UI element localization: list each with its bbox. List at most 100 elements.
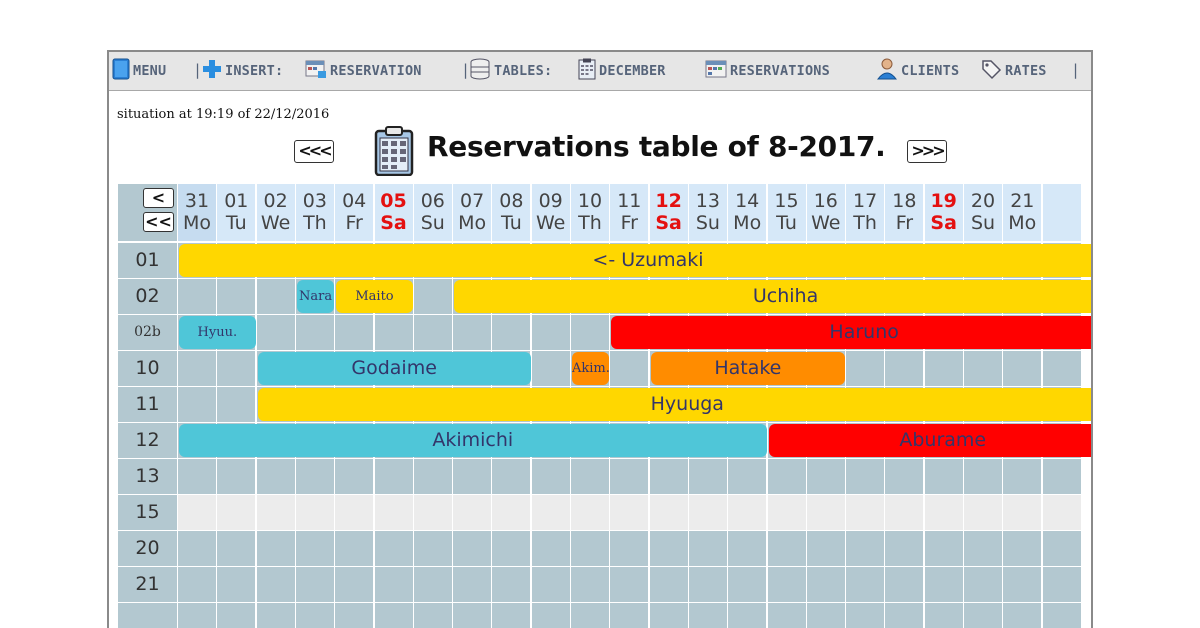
- grid-cell[interactable]: [688, 459, 727, 494]
- grid-cell[interactable]: [964, 495, 1002, 530]
- reservations-button[interactable]: RESERVATIONS: [705, 60, 830, 82]
- prev-month-button[interactable]: <<<: [294, 140, 334, 163]
- grid-cell[interactable]: [217, 531, 256, 566]
- grid-cell[interactable]: [1003, 567, 1042, 602]
- day-back-button[interactable]: <: [143, 188, 174, 208]
- grid-cell[interactable]: [295, 495, 334, 530]
- grid-cell[interactable]: [885, 603, 924, 628]
- grid-cell[interactable]: [1003, 603, 1042, 628]
- day-header[interactable]: 10 Th: [571, 184, 609, 241]
- grid-cell[interactable]: [531, 531, 570, 566]
- grid-cell[interactable]: [256, 315, 295, 350]
- grid-cell[interactable]: [295, 459, 334, 494]
- day-header[interactable]: 20 Su: [964, 184, 1002, 241]
- grid-cell[interactable]: [217, 567, 256, 602]
- day-header[interactable]: 21 Mo: [1003, 184, 1042, 241]
- grid-cell[interactable]: [492, 567, 531, 602]
- day-header[interactable]: 04 Fr: [335, 184, 374, 241]
- grid-cell[interactable]: [806, 531, 845, 566]
- grid-cell[interactable]: [374, 495, 413, 530]
- grid-cell[interactable]: [649, 603, 688, 628]
- reservation-bar[interactable]: Akim.: [572, 352, 610, 385]
- day-header[interactable]: 09 We: [531, 184, 570, 241]
- grid-cell[interactable]: [413, 531, 452, 566]
- day-header[interactable]: 19 Sa: [924, 184, 963, 241]
- grid-cell[interactable]: [571, 531, 609, 566]
- grid-cell[interactable]: [492, 531, 531, 566]
- grid-cell[interactable]: [413, 567, 452, 602]
- grid-cell[interactable]: [688, 567, 727, 602]
- grid-cell[interactable]: [688, 603, 727, 628]
- grid-cell[interactable]: [610, 351, 649, 386]
- grid-cell[interactable]: [413, 603, 452, 628]
- day-header[interactable]: 08 Tu: [492, 184, 531, 241]
- grid-cell[interactable]: [571, 495, 609, 530]
- reservation-bar[interactable]: Hyuuga: [257, 388, 1091, 421]
- insert-reservation-button[interactable]: RESERVATION: [305, 60, 422, 82]
- reservation-bar[interactable]: Haruno: [611, 316, 1091, 349]
- grid-cell[interactable]: [688, 531, 727, 566]
- grid-cell[interactable]: [413, 279, 452, 314]
- grid-cell[interactable]: [453, 567, 492, 602]
- week-back-button[interactable]: <<: [143, 212, 174, 232]
- day-header[interactable]: 18 Fr: [885, 184, 924, 241]
- grid-cell[interactable]: [178, 495, 216, 530]
- grid-cell[interactable]: [453, 531, 492, 566]
- grid-cell[interactable]: [1042, 459, 1081, 494]
- grid-cell[interactable]: [964, 351, 1002, 386]
- grid-cell[interactable]: [806, 495, 845, 530]
- grid-cell[interactable]: [1003, 459, 1042, 494]
- grid-cell[interactable]: [413, 459, 452, 494]
- day-header[interactable]: 11 Fr: [610, 184, 649, 241]
- grid-cell[interactable]: [217, 459, 256, 494]
- grid-cell[interactable]: [924, 351, 963, 386]
- grid-cell[interactable]: [531, 315, 570, 350]
- grid-cell[interactable]: [453, 459, 492, 494]
- grid-cell[interactable]: [806, 459, 845, 494]
- grid-cell[interactable]: [846, 459, 885, 494]
- grid-cell[interactable]: [767, 567, 806, 602]
- grid-cell[interactable]: [728, 567, 767, 602]
- grid-cell[interactable]: [256, 279, 295, 314]
- day-header[interactable]: 01 Tu: [217, 184, 256, 241]
- day-header[interactable]: 03 Th: [295, 184, 334, 241]
- clients-button[interactable]: CLIENTS: [876, 58, 959, 82]
- grid-cell[interactable]: [453, 315, 492, 350]
- grid-cell[interactable]: [846, 567, 885, 602]
- day-header[interactable]: 13 Su: [688, 184, 727, 241]
- day-header[interactable]: 12 Sa: [649, 184, 688, 241]
- grid-cell[interactable]: [1042, 567, 1081, 602]
- grid-cell[interactable]: [964, 567, 1002, 602]
- grid-cell[interactable]: [256, 603, 295, 628]
- menu-button[interactable]: MENU: [112, 58, 166, 82]
- grid-cell[interactable]: [924, 567, 963, 602]
- december-button[interactable]: DECEMBER: [578, 58, 666, 82]
- grid-cell[interactable]: [806, 567, 845, 602]
- grid-cell[interactable]: [217, 495, 256, 530]
- grid-cell[interactable]: [178, 603, 216, 628]
- grid-cell[interactable]: [531, 603, 570, 628]
- grid-cell[interactable]: [413, 315, 452, 350]
- grid-cell[interactable]: [610, 459, 649, 494]
- grid-cell[interactable]: [885, 495, 924, 530]
- grid-cell[interactable]: [531, 459, 570, 494]
- grid-cell[interactable]: [649, 495, 688, 530]
- grid-cell[interactable]: [964, 603, 1002, 628]
- grid-cell[interactable]: [767, 531, 806, 566]
- day-header[interactable]: 31 Mo: [178, 184, 216, 241]
- grid-cell[interactable]: [688, 495, 727, 530]
- grid-cell[interactable]: [256, 531, 295, 566]
- grid-cell[interactable]: [295, 315, 334, 350]
- grid-cell[interactable]: [217, 279, 256, 314]
- reservation-bar[interactable]: Godaime: [257, 352, 531, 385]
- grid-cell[interactable]: [728, 531, 767, 566]
- grid-cell[interactable]: [295, 531, 334, 566]
- grid-cell[interactable]: [571, 603, 609, 628]
- grid-cell[interactable]: [492, 603, 531, 628]
- grid-cell[interactable]: [964, 459, 1002, 494]
- reservation-bar[interactable]: Uchiha: [454, 280, 1091, 313]
- grid-cell[interactable]: [571, 567, 609, 602]
- grid-cell[interactable]: [178, 351, 216, 386]
- grid-cell[interactable]: [217, 351, 256, 386]
- grid-cell[interactable]: [728, 603, 767, 628]
